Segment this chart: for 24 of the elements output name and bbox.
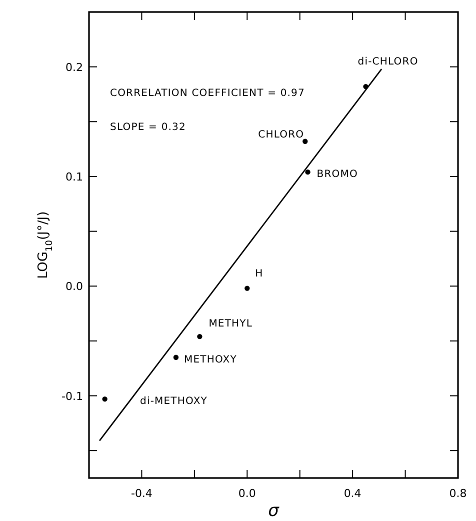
annotation: METHYL [208, 318, 253, 330]
point [173, 354, 179, 360]
x-tick-label: 0.0 [238, 487, 256, 500]
point [102, 396, 108, 402]
annotation: CHLORO [258, 129, 304, 140]
annotation: di-CHLORO [358, 56, 418, 68]
point [305, 169, 310, 175]
annotation: di-METHOXY [140, 396, 208, 407]
y-tick-label: 0.0 [66, 280, 83, 294]
annotation: BROMO [316, 169, 358, 180]
point [244, 286, 250, 291]
x-tick-label: 0.4 [344, 487, 362, 500]
x-tick-label: 0.8 [449, 487, 467, 500]
y-tick-label: 0.2 [66, 60, 83, 74]
annotation: H [255, 268, 264, 280]
y-tick-label: -0.1 [62, 390, 83, 403]
annotation: SLOPE = 0.32 [110, 122, 186, 133]
y-tick-label: 0.1 [66, 170, 83, 184]
point [302, 138, 308, 144]
x-tick-label: -0.4 [130, 487, 152, 500]
annotation: METHOXY [184, 354, 238, 366]
point [197, 334, 202, 340]
annotation: CORRELATION COEFFICIENT = 0.97 [110, 88, 305, 99]
x-axis-title: σ [268, 501, 280, 521]
